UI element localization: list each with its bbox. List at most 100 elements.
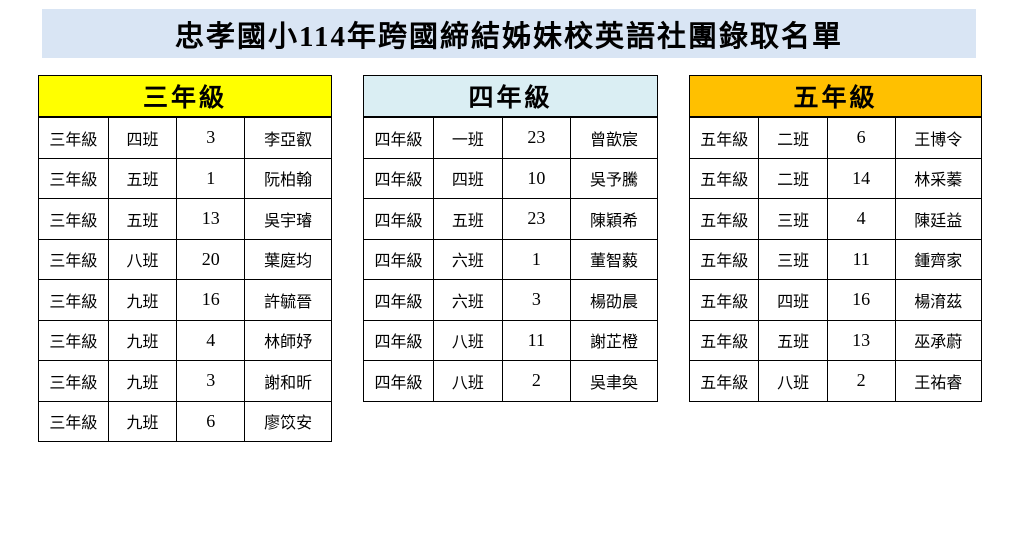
class-cell: 六班 [432,238,503,280]
class-cell: 五班 [107,198,178,240]
class-cell: 五班 [432,198,503,240]
grade-cell: 四年級 [363,117,434,159]
name-cell: 王博令 [894,117,983,159]
table-row: 五年級 八班 2 王祐睿 [688,360,983,402]
grade-cell: 三年級 [38,400,109,442]
name-cell: 葉庭均 [244,238,332,280]
name-cell: 陳廷益 [894,198,983,240]
grade-cell: 五年級 [688,279,760,321]
number-cell: 3 [501,279,571,321]
grade4-roster: 四年級 一班 23 曾歆宸 四年級 四班 10 吳予騰 四年級 五班 23 陳穎… [363,117,659,402]
table-row: 四年級 六班 1 董智藙 [363,238,659,280]
table-row: 五年級 三班 4 陳廷益 [688,198,983,240]
grade3-table: 三年級 三年級 四班 3 李亞叡 三年級 五班 1 阮柏翰 三年級 五班 13 … [38,75,332,442]
table-row: 五年級 三班 11 鍾齊家 [688,238,983,280]
class-cell: 六班 [432,279,503,321]
number-cell: 11 [501,319,571,361]
name-cell: 楊淯茲 [894,279,983,321]
class-cell: 四班 [758,279,828,321]
name-cell: 吳宇璿 [244,198,332,240]
grade-cell: 四年級 [363,319,434,361]
class-cell: 三班 [758,198,828,240]
name-cell: 鍾齊家 [894,238,983,280]
table-row: 三年級 九班 6 廖笖安 [38,400,332,442]
class-cell: 九班 [107,360,178,402]
table-row: 三年級 五班 1 阮柏翰 [38,157,332,199]
grade-cell: 四年級 [363,279,434,321]
name-cell: 林師妤 [244,319,332,361]
class-cell: 五班 [107,157,178,199]
grade-cell: 五年級 [688,157,760,199]
grade4-header: 四年級 [363,75,658,117]
grade-cell: 三年級 [38,117,109,159]
grade-cell: 五年級 [688,238,760,280]
grade-cell: 五年級 [688,198,760,240]
table-row: 四年級 八班 2 吳聿奐 [363,360,659,402]
name-cell: 李亞叡 [244,117,332,159]
number-cell: 6 [176,400,246,442]
number-cell: 3 [176,360,246,402]
number-cell: 16 [826,279,896,321]
number-cell: 4 [826,198,896,240]
number-cell: 6 [826,117,896,159]
number-cell: 10 [501,157,571,199]
name-cell: 董智藙 [569,238,659,280]
grade-cell: 四年級 [363,157,434,199]
name-cell: 吳聿奐 [569,360,659,402]
table-row: 四年級 五班 23 陳穎希 [363,198,659,240]
number-cell: 20 [176,238,246,280]
class-cell: 八班 [432,360,503,402]
class-cell: 五班 [758,319,828,361]
table-row: 三年級 九班 4 林師妤 [38,319,332,361]
table-row: 三年級 八班 20 葉庭均 [38,238,332,280]
grade-cell: 五年級 [688,319,760,361]
name-cell: 謝和昕 [244,360,332,402]
title-band: 忠孝國小114年跨國締結姊妹校英語社團錄取名單 [42,9,976,58]
name-cell: 楊劭晨 [569,279,659,321]
table-row: 三年級 五班 13 吳宇璿 [38,198,332,240]
name-cell: 曾歆宸 [569,117,659,159]
grade5-table: 五年級 五年級 二班 6 王博令 五年級 二班 14 林采蓁 五年級 三班 4 … [688,75,983,402]
table-row: 四年級 四班 10 吳予騰 [363,157,659,199]
name-cell: 謝芷橙 [569,319,659,361]
number-cell: 2 [501,360,571,402]
grade5-roster: 五年級 二班 6 王博令 五年級 二班 14 林采蓁 五年級 三班 4 陳廷益 … [688,117,983,402]
class-cell: 二班 [758,157,828,199]
table-row: 四年級 六班 3 楊劭晨 [363,279,659,321]
grade4-table: 四年級 四年級 一班 23 曾歆宸 四年級 四班 10 吳予騰 四年級 五班 2… [363,75,659,402]
grade5-header: 五年級 [689,75,982,117]
grade-cell: 三年級 [38,360,109,402]
number-cell: 13 [176,198,246,240]
table-row: 四年級 八班 11 謝芷橙 [363,319,659,361]
grade-cell: 三年級 [38,238,109,280]
class-cell: 四班 [432,157,503,199]
grade-cell: 三年級 [38,279,109,321]
number-cell: 1 [501,238,571,280]
number-cell: 13 [826,319,896,361]
class-cell: 九班 [107,319,178,361]
name-cell: 陳穎希 [569,198,659,240]
grade3-roster: 三年級 四班 3 李亞叡 三年級 五班 1 阮柏翰 三年級 五班 13 吳宇璿 … [38,117,332,442]
number-cell: 14 [826,157,896,199]
name-cell: 廖笖安 [244,400,332,442]
name-cell: 林采蓁 [894,157,983,199]
table-row: 四年級 一班 23 曾歆宸 [363,117,659,159]
class-cell: 八班 [758,360,828,402]
table-row: 三年級 九班 3 謝和昕 [38,360,332,402]
number-cell: 23 [501,198,571,240]
grade-cell: 五年級 [688,117,760,159]
class-cell: 四班 [107,117,178,159]
number-cell: 1 [176,157,246,199]
name-cell: 王祐睿 [894,360,983,402]
name-cell: 阮柏翰 [244,157,332,199]
class-cell: 二班 [758,117,828,159]
number-cell: 23 [501,117,571,159]
table-row: 五年級 四班 16 楊淯茲 [688,279,983,321]
class-cell: 一班 [432,117,503,159]
number-cell: 16 [176,279,246,321]
number-cell: 4 [176,319,246,361]
name-cell: 吳予騰 [569,157,659,199]
grade-cell: 五年級 [688,360,760,402]
grade-cell: 四年級 [363,360,434,402]
table-row: 五年級 二班 14 林采蓁 [688,157,983,199]
